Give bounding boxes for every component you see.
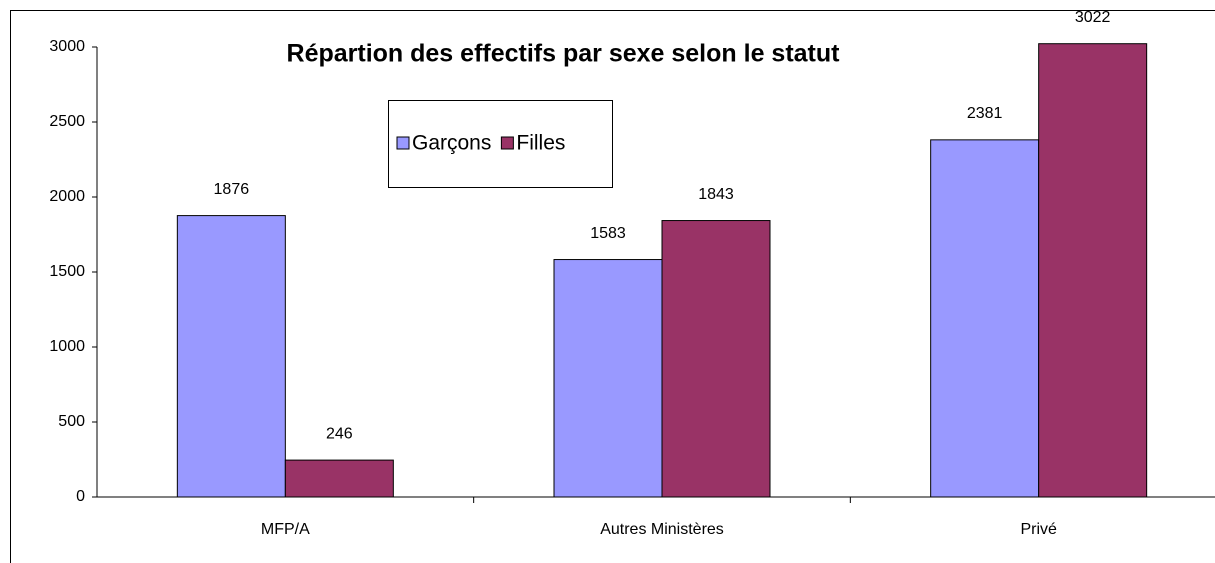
bar (553, 259, 663, 498)
data-label: 1843 (698, 186, 734, 203)
data-label: 3022 (1075, 9, 1111, 26)
y-tick-label: 0 (76, 488, 85, 505)
y-tick-label: 1500 (49, 263, 85, 280)
y-tick-label: 500 (58, 413, 85, 430)
data-label: 246 (326, 425, 353, 442)
legend-label: Garçons (412, 132, 491, 155)
x-tick-label: Privé (1020, 521, 1057, 538)
bar (176, 215, 286, 498)
y-tick-label: 3000 (49, 38, 85, 55)
y-tick-label: 2000 (49, 188, 85, 205)
bar (661, 220, 771, 498)
data-label: 1876 (214, 181, 250, 198)
bar (1038, 43, 1148, 498)
legend-swatch (500, 136, 514, 150)
data-label: 2381 (967, 105, 1003, 122)
data-label: 1583 (590, 225, 626, 242)
x-tick-label: Autres Ministères (600, 521, 724, 538)
legend-swatch (396, 136, 410, 150)
legend-label: Filles (516, 132, 565, 155)
chart-title: Répartion des effectifs par sexe selon l… (287, 40, 841, 68)
y-tick-label: 1000 (49, 338, 85, 355)
x-tick-label: MFP/A (261, 521, 310, 538)
bar (930, 139, 1040, 498)
y-tick-label: 2500 (49, 113, 85, 130)
bar (284, 459, 394, 498)
legend-box (388, 100, 613, 188)
